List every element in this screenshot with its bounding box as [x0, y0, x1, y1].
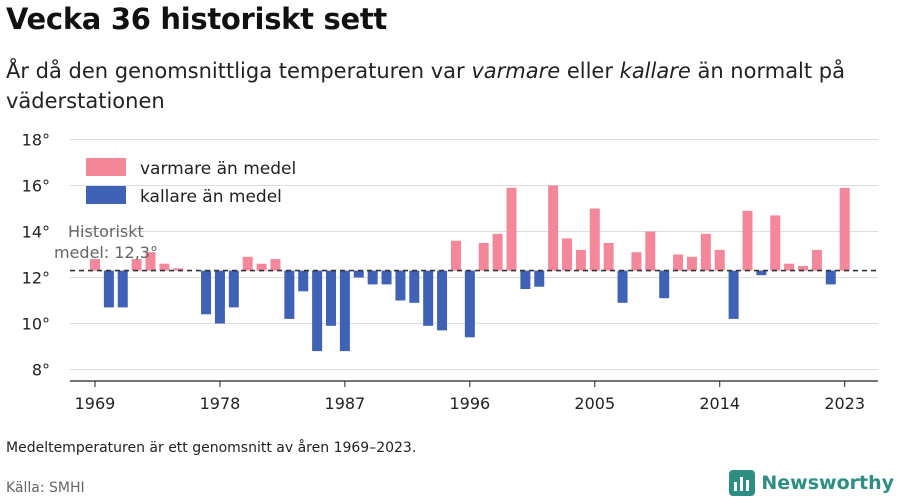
mean-label: medel: 12,3°	[54, 243, 158, 262]
bar	[298, 270, 309, 292]
bar	[326, 270, 337, 326]
bar	[603, 243, 614, 271]
bar	[478, 243, 489, 271]
temperature-bar-chart: 8° 10° 12° 14° 16° 18° Historiskt medel: 12,3…	[22, 131, 878, 413]
bar	[492, 233, 503, 271]
bars	[89, 185, 850, 352]
x-tick-label: 1978	[200, 394, 241, 413]
bar	[381, 270, 392, 285]
bar	[395, 270, 406, 301]
bar	[228, 270, 239, 308]
bar	[284, 270, 295, 319]
bar	[770, 215, 781, 271]
subtitle-text: än normalt på väderstationen	[6, 59, 845, 113]
x-tick-label: 2014	[699, 394, 740, 413]
bar	[201, 270, 212, 315]
x-tick-label: 1996	[449, 394, 490, 413]
subtitle-text: eller	[560, 59, 620, 83]
bar	[506, 187, 517, 271]
legend-swatch-warm	[86, 158, 126, 176]
bar	[117, 270, 128, 308]
legend-swatch-cold	[86, 186, 126, 204]
y-tick-label: 12°	[22, 269, 50, 288]
bar	[520, 270, 531, 289]
bar	[589, 208, 600, 271]
bar	[631, 252, 642, 271]
bar	[367, 270, 378, 285]
bar-chart-logo-icon	[729, 470, 756, 496]
mean-label: Historiskt	[68, 222, 144, 241]
chart-subtitle: År då den genomsnittliga temperaturen va…	[6, 56, 866, 116]
x-tick-label: 2005	[574, 394, 615, 413]
y-axis: 8° 10° 12° 14° 16° 18°	[22, 131, 50, 380]
bar	[562, 238, 573, 271]
bar	[312, 270, 323, 352]
legend: varmare än medel kallare än medel	[86, 158, 296, 207]
x-tick-label: 1969	[75, 394, 116, 413]
chart-title: Vecka 36 historiskt sett	[6, 2, 387, 36]
bar	[784, 263, 795, 271]
bar	[617, 270, 628, 303]
bar	[464, 270, 475, 338]
bar	[714, 249, 725, 271]
bar	[839, 187, 850, 271]
bar	[534, 270, 545, 287]
bar	[700, 233, 711, 271]
subtitle-text: År då den genomsnittliga temperaturen va…	[6, 59, 472, 83]
bar	[548, 185, 559, 271]
bar	[339, 270, 350, 352]
brand-name: Newsworthy	[761, 472, 894, 494]
bar	[103, 270, 114, 308]
footnote: Medeltemperaturen är ett genomsnitt av å…	[6, 440, 417, 456]
bar	[159, 263, 170, 271]
bar	[645, 231, 656, 271]
bar	[742, 210, 753, 271]
bar	[173, 268, 184, 271]
bar	[798, 266, 809, 271]
bar	[409, 270, 420, 303]
bar	[673, 254, 684, 271]
y-tick-label: 10°	[22, 315, 50, 334]
bar	[131, 259, 142, 271]
bar	[811, 249, 822, 271]
y-tick-label: 18°	[22, 131, 50, 150]
bar	[89, 259, 100, 271]
bar	[423, 270, 434, 326]
bar	[437, 270, 448, 331]
x-tick-label: 1987	[325, 394, 366, 413]
bar	[450, 240, 461, 271]
y-tick-label: 14°	[22, 223, 50, 242]
subtitle-warm-word: varmare	[471, 59, 561, 83]
brand-logo[interactable]: Newsworthy	[729, 470, 894, 496]
legend-label-cold: kallare än medel	[140, 187, 282, 207]
bar	[575, 249, 586, 271]
x-tick-label: 2023	[824, 394, 865, 413]
x-axis: 1969 1978 1987 1996 2005 2014 2023	[70, 380, 878, 413]
bar	[686, 256, 697, 271]
bar	[256, 263, 267, 271]
bar	[825, 270, 836, 285]
bar	[214, 270, 225, 324]
bar	[145, 252, 156, 271]
subtitle-cold-word: kallare	[619, 59, 691, 83]
y-tick-label: 16°	[22, 177, 50, 196]
bar	[728, 270, 739, 319]
bar	[270, 259, 281, 271]
legend-label-warm: varmare än medel	[140, 159, 296, 179]
bar	[242, 256, 253, 271]
bar	[659, 270, 670, 299]
bar	[353, 270, 364, 278]
y-tick-label: 8°	[32, 361, 50, 380]
bar	[756, 270, 767, 276]
source-credit: Källa: SMHI	[6, 480, 85, 496]
